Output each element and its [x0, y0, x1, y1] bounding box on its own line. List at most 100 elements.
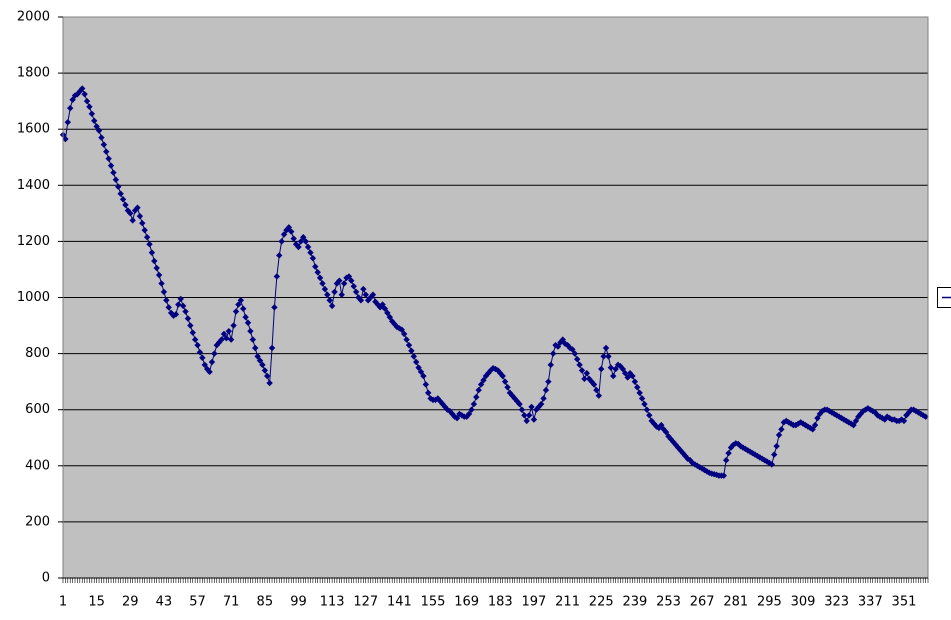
data-marker: [244, 319, 252, 326]
x-tick-label: 57: [189, 595, 206, 610]
data-marker: [384, 309, 391, 317]
data-marker: [352, 288, 360, 296]
data-marker: [593, 386, 600, 394]
data-marker: [850, 421, 857, 429]
data-marker: [223, 334, 230, 342]
data-marker: [191, 336, 199, 343]
data-marker: [814, 414, 821, 422]
data-marker: [64, 118, 72, 126]
data-marker: [650, 420, 658, 427]
data-marker: [912, 407, 920, 415]
data-marker: [336, 277, 343, 284]
data-marker: [641, 400, 648, 408]
data-marker: [569, 346, 576, 353]
data-marker: [564, 341, 571, 349]
data-marker: [778, 426, 785, 433]
data-marker: [184, 315, 192, 322]
data-marker: [199, 354, 206, 362]
x-tick-label: 337: [858, 595, 883, 610]
data-marker: [653, 423, 660, 430]
x-tick-label: 15: [88, 595, 105, 610]
data-marker: [100, 141, 108, 148]
x-tick-label: 351: [892, 595, 917, 610]
data-marker: [501, 378, 509, 385]
x-tick-label: 113: [320, 595, 345, 610]
data-marker: [235, 301, 242, 308]
data-marker: [338, 291, 345, 298]
data-marker: [583, 370, 591, 377]
data-marker: [521, 412, 528, 419]
data-marker: [578, 367, 586, 374]
data-marker: [722, 456, 730, 464]
data-marker: [127, 210, 134, 217]
data-marker: [600, 353, 607, 360]
data-marker: [79, 85, 86, 92]
data-marker: [86, 103, 93, 110]
data-marker: [340, 280, 348, 287]
data-marker: [554, 343, 562, 350]
data-marker: [542, 386, 550, 394]
data-marker: [720, 472, 727, 479]
data-marker: [646, 412, 653, 419]
data-marker: [624, 374, 631, 381]
data-marker: [91, 117, 98, 124]
data-marker: [528, 403, 535, 411]
data-marker: [285, 224, 293, 231]
data-marker: [804, 423, 812, 430]
data-marker: [499, 372, 506, 380]
data-marker: [194, 341, 201, 349]
data-marker: [684, 455, 691, 462]
data-marker: [247, 327, 254, 335]
data-marker: [112, 176, 120, 183]
data-marker: [576, 361, 583, 369]
y-tick-label: 1000: [17, 290, 50, 305]
data-marker: [689, 459, 696, 467]
data-marker: [155, 271, 163, 279]
x-tick-label: 197: [522, 595, 547, 610]
data-marker: [62, 135, 69, 143]
data-marker: [634, 384, 641, 391]
data-marker: [516, 400, 523, 408]
data-marker: [629, 372, 636, 380]
y-tick-label: 400: [25, 458, 50, 473]
data-marker: [771, 451, 778, 458]
data-marker: [545, 378, 552, 385]
data-marker: [905, 409, 912, 416]
data-marker: [201, 361, 208, 369]
data-marker: [321, 285, 329, 293]
data-marker: [768, 461, 776, 468]
data-marker: [523, 417, 530, 425]
data-marker: [470, 400, 478, 408]
y-tick-label: 1200: [17, 234, 50, 249]
x-tick-label: 323: [824, 595, 849, 610]
data-marker: [413, 358, 420, 366]
data-marker: [706, 469, 713, 477]
data-marker: [400, 330, 408, 338]
data-marker: [160, 288, 168, 296]
data-marker: [386, 313, 393, 321]
data-marker: [511, 395, 518, 402]
data-marker: [845, 419, 852, 426]
data-marker: [533, 406, 540, 413]
data-marker: [69, 96, 76, 103]
data-marker: [737, 442, 744, 450]
data-marker: [76, 88, 84, 95]
data-marker: [780, 419, 788, 426]
data-marker: [773, 442, 780, 450]
data-marker: [420, 372, 427, 380]
data-marker: [749, 449, 756, 457]
x-tick-label: 295: [757, 595, 782, 610]
data-marker: [290, 235, 297, 242]
data-marker: [862, 406, 869, 413]
data-marker: [225, 327, 232, 335]
data-marker: [95, 127, 103, 134]
data-marker: [797, 419, 804, 426]
data-marker: [602, 344, 610, 352]
data-marker: [504, 384, 511, 391]
data-marker: [530, 416, 538, 423]
y-tick-label: 1600: [17, 122, 50, 137]
x-tick-label: 127: [353, 595, 378, 610]
data-marker: [259, 361, 266, 369]
data-marker: [350, 283, 357, 290]
data-marker: [256, 357, 264, 364]
